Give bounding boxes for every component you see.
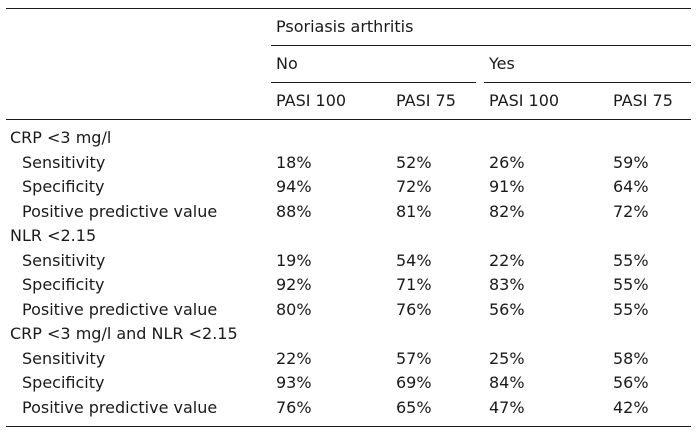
row-label: Positive predictive value <box>22 299 218 319</box>
table-cell: 88% <box>276 201 312 221</box>
top-rule <box>6 8 691 9</box>
table-cell: 82% <box>489 201 525 221</box>
section-title: CRP <3 mg/l <box>10 128 112 147</box>
table-cell: 19% <box>276 250 312 270</box>
table-cell: 64% <box>613 177 649 196</box>
row-label: Sensitivity <box>22 152 106 172</box>
table-cell: 18% <box>276 152 312 172</box>
table-cell: 42% <box>613 397 649 417</box>
row-label: Sensitivity <box>22 348 106 368</box>
table-cell: 55% <box>613 275 649 294</box>
table-cell: 52% <box>396 152 432 172</box>
table-cell: 84% <box>489 373 525 392</box>
subgroup-rule-no <box>271 82 476 83</box>
group-header: Psoriasis arthritis <box>276 17 414 36</box>
table-cell: 57% <box>396 348 432 368</box>
table-cell: 65% <box>396 397 432 417</box>
section-title: NLR <2.15 <box>10 226 97 245</box>
subgroup-header-yes: Yes <box>489 54 515 73</box>
table-cell: 76% <box>396 299 432 319</box>
table-cell: 92% <box>276 275 312 294</box>
table-cell: 25% <box>489 348 525 368</box>
column-header: PASI 75 <box>613 91 673 110</box>
table-cell: 71% <box>396 275 432 294</box>
table-cell: 81% <box>396 201 432 221</box>
table-cell: 56% <box>613 373 649 392</box>
table-cell: 47% <box>489 397 525 417</box>
bottom-rule <box>6 426 691 427</box>
table-cell: 76% <box>276 397 312 417</box>
subgroup-header-no: No <box>276 54 298 73</box>
table-cell: 80% <box>276 299 312 319</box>
table-cell: 94% <box>276 177 312 196</box>
table-cell: 55% <box>613 250 649 270</box>
table-cell: 93% <box>276 373 312 392</box>
row-label: Specificity <box>22 177 105 196</box>
table-cell: 59% <box>613 152 649 172</box>
column-header: PASI 75 <box>396 91 456 110</box>
table-cell: 55% <box>613 299 649 319</box>
column-header: PASI 100 <box>276 91 347 110</box>
table-cell: 22% <box>276 348 312 368</box>
row-label: Positive predictive value <box>22 397 218 417</box>
row-label: Specificity <box>22 373 105 392</box>
table-cell: 26% <box>489 152 525 172</box>
table-cell: 56% <box>489 299 525 319</box>
column-header: PASI 100 <box>489 91 560 110</box>
table-cell: 83% <box>489 275 525 294</box>
header-rule <box>6 119 691 120</box>
table-cell: 58% <box>613 348 649 368</box>
group-rule <box>271 45 691 46</box>
row-label: Specificity <box>22 275 105 294</box>
table-cell: 69% <box>396 373 432 392</box>
table-cell: 72% <box>613 201 649 221</box>
row-label: Positive predictive value <box>22 201 218 221</box>
section-title: CRP <3 mg/l and NLR <2.15 <box>10 324 238 343</box>
table-cell: 91% <box>489 177 525 196</box>
table-cell: 22% <box>489 250 525 270</box>
row-label: Sensitivity <box>22 250 106 270</box>
table-cell: 72% <box>396 177 432 196</box>
subgroup-rule-yes <box>484 82 691 83</box>
table-cell: 54% <box>396 250 432 270</box>
